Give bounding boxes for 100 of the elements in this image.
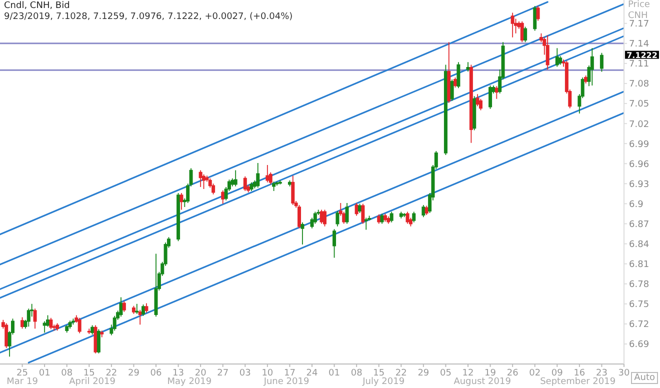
y-tick-label: 6.9 — [629, 200, 644, 210]
candlestick — [590, 48, 594, 86]
y-tick-label: 6.84 — [629, 240, 650, 250]
candlestick — [291, 175, 295, 206]
candlestick — [447, 42, 451, 104]
y-tick-label: 6.72 — [629, 320, 650, 330]
x-tick-label: 22 — [395, 368, 407, 378]
x-tick-label: 16 — [574, 368, 586, 378]
candlestick — [377, 214, 381, 224]
y-tick-label: 6.93 — [629, 180, 650, 190]
candlestick — [100, 330, 104, 338]
x-tick-label: 17 — [284, 368, 296, 378]
x-tick-label: 01 — [38, 368, 50, 378]
x-tick-label: 10 — [262, 368, 274, 378]
candlestick — [154, 253, 158, 318]
x-tick-label: 15 — [373, 368, 385, 378]
candlestick — [68, 320, 72, 330]
y-tick-label: 7.02 — [629, 120, 650, 130]
candlestick — [476, 94, 480, 107]
x-tick-label: 03 — [239, 368, 251, 378]
x-tick-label: 23 — [596, 368, 608, 378]
chart-title: Cndl, CNH, Bid — [4, 1, 71, 12]
candlestick — [546, 34, 550, 70]
candlestick — [135, 303, 139, 314]
candlestick — [456, 62, 460, 89]
x-tick-label: 30 — [618, 368, 630, 378]
x-tick-label: 19 — [484, 368, 496, 378]
x-tick-label: 26 — [506, 368, 519, 378]
x-tick-label: 20 — [194, 368, 207, 378]
candlestick — [122, 300, 126, 312]
candlestick — [78, 317, 82, 334]
candlestick — [402, 212, 406, 218]
text: 7.1222 — [626, 50, 658, 60]
x-tick-label: 09 — [551, 368, 564, 378]
x-tick-label: 05 — [440, 368, 452, 378]
candlestick — [180, 192, 184, 210]
candlestick — [422, 204, 426, 218]
x-tick-label: 29 — [128, 368, 140, 378]
x-tick-label: 24 — [306, 368, 318, 378]
candlestick — [119, 296, 123, 318]
candlestick — [472, 96, 476, 131]
candlestick — [364, 217, 368, 230]
candlestick — [256, 162, 260, 188]
y-tick-label: 7.17 — [629, 20, 650, 30]
y-tick-label: 7.14 — [629, 40, 650, 50]
y-tick-label: 6.96 — [629, 160, 650, 170]
candlestick — [555, 48, 559, 68]
candlestick — [450, 79, 454, 102]
candlestick — [524, 26, 528, 43]
candlestick — [466, 62, 470, 72]
x-tick-label: 22 — [106, 368, 118, 378]
candlestick — [221, 190, 225, 204]
candlestick — [87, 328, 91, 334]
candlestick — [336, 210, 340, 227]
candlestick — [536, 6, 540, 22]
candlestick — [4, 322, 8, 348]
candlestick — [533, 6, 537, 32]
candlestick — [390, 211, 394, 223]
candlestick — [412, 211, 416, 223]
text: April 2019 — [69, 377, 116, 387]
x-tick-label: 27 — [217, 368, 229, 378]
y-tick-label: 6.99 — [629, 140, 650, 150]
x-tick-label: 06 — [150, 368, 162, 378]
y-tick-label: 7.05 — [629, 100, 650, 110]
candlestick — [90, 324, 94, 336]
candlestick — [26, 308, 30, 328]
text: Mar 19 — [6, 377, 38, 387]
candlestick — [71, 318, 75, 326]
x-tick-label: 01 — [328, 368, 340, 378]
text: September 2019 — [540, 377, 616, 387]
candlestick — [278, 180, 282, 185]
candlestick — [49, 317, 53, 330]
x-tick-label: 25 — [16, 368, 28, 378]
y-tick-label: 6.81 — [629, 260, 650, 270]
candlestick — [234, 170, 238, 187]
candlestick — [65, 324, 69, 334]
candlestick — [272, 181, 276, 192]
y-axis-title: Price CNH — [628, 0, 650, 21]
y-tick-label: 7.11 — [629, 60, 650, 70]
candlestick — [494, 86, 498, 100]
candlestick — [202, 174, 206, 190]
candlestick — [144, 302, 148, 314]
x-tick-label: 13 — [172, 368, 184, 378]
candlestick — [56, 322, 60, 332]
text: June 2019 — [262, 377, 310, 387]
y-tick-label: 6.78 — [629, 280, 650, 290]
candlestick — [313, 211, 317, 224]
candlestick — [399, 211, 403, 219]
x-tick-label: 15 — [83, 368, 95, 378]
x-tick-label: 08 — [350, 368, 363, 378]
x-tick-label: 02 — [529, 368, 541, 378]
x-tick-label: 12 — [462, 368, 474, 378]
candlestick — [266, 164, 270, 183]
auto-button: Auto — [631, 372, 658, 384]
y-tick-label: 6.69 — [629, 340, 650, 350]
y-tick-label: 6.87 — [629, 220, 650, 230]
candlestick — [332, 228, 336, 258]
candlestick — [243, 176, 247, 192]
x-tick-label: 29 — [418, 368, 430, 378]
x-tick-label: 08 — [61, 368, 73, 378]
